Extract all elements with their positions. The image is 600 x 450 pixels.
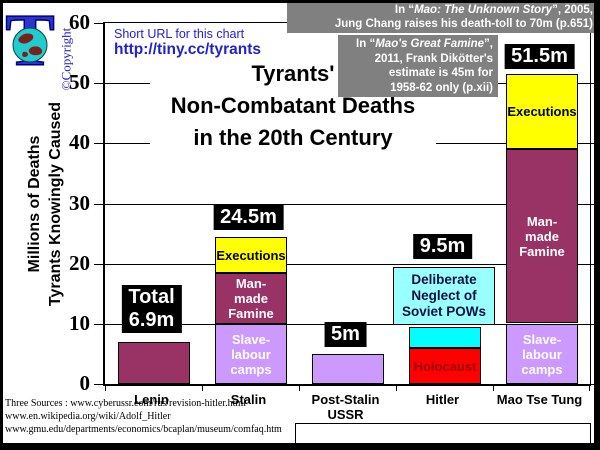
bar-segment-holocaust: Holocaust	[409, 348, 481, 384]
x-axis-tick	[105, 384, 106, 391]
x-axis-label-line: Mao Tse Tung	[496, 392, 583, 407]
bar-segment-executions: Executions	[506, 74, 578, 149]
bar-segment-man-made-famine: Man-made Famine	[215, 273, 287, 324]
y-axis-tick-label: 0	[79, 371, 91, 395]
x-axis-label-line: Post-Stalin	[311, 392, 380, 407]
value-label-lenin: Total 6.9m	[121, 285, 182, 333]
segment-label-line: made	[525, 228, 559, 244]
dikotter-annotation: In “Mao's Great Famine”, 2011, Frank Dikö…	[338, 35, 498, 97]
gridline	[105, 204, 590, 205]
source-line1: Three Sources : www.cyberussr.com/rus/re…	[5, 398, 246, 409]
y-axis-tick-label: 50	[69, 70, 90, 94]
value-label-line: 6.9m	[128, 309, 175, 331]
chart-title-line3: in the 20th Century	[193, 125, 393, 150]
segment-label-line: Famine	[228, 306, 274, 321]
value-label-line: 9.5m	[419, 235, 466, 257]
x-axis-label-mao-tse-tung: Mao Tse Tung	[491, 392, 588, 407]
y-axis-tick	[94, 23, 104, 24]
x-axis-label-post-stalin-ussr: Post-Stalin USSR	[297, 392, 394, 422]
bar-segment-slave-labour-camps: Slave-labour camps	[215, 324, 287, 384]
value-label-mao-tse-tung: 51.5m	[504, 44, 575, 69]
chart-title-line1: Tyrants'	[251, 61, 335, 86]
y-axis-tick	[94, 204, 104, 205]
y-axis-tick	[591, 264, 597, 265]
chang-annotation: In “Mao: The Unknown Story”, 2005, Jung C…	[287, 2, 598, 33]
x-axis-label-stalin: Stalin	[200, 392, 297, 407]
y-axis-tick	[591, 83, 597, 84]
y-axis-tick	[591, 204, 597, 205]
segment-label-line: Man-	[235, 276, 267, 291]
value-label-line: Total	[128, 286, 175, 308]
source-line3: www.gmu.edu/departments/economics/bcapla…	[5, 424, 282, 435]
segment-label-line: camps	[521, 361, 563, 377]
segment-label-line: camps	[230, 361, 272, 377]
gridline	[105, 264, 590, 265]
sources-text: Three Sources : www.cyberussr.com/rus/re…	[5, 397, 282, 436]
x-axis-label-line: USSR	[327, 407, 364, 422]
pow-neglect-label: Deliberate Neglect of Soviet POWs	[393, 267, 495, 325]
segment-label-line: Executions	[216, 247, 286, 263]
value-label-stalin: 24.5m	[213, 205, 284, 230]
value-label-hitler: 9.5m	[412, 234, 473, 259]
x-axis-tick	[396, 384, 397, 391]
bar-segment-man-made-famine: Man-made Famine	[506, 149, 578, 323]
segment-label-line: Man-	[526, 213, 558, 229]
bar-segment-slave-labour-camps: Slave-labour camps	[506, 324, 578, 384]
prepared-note: Chart prepared in early 2005; updated in…	[295, 423, 600, 450]
x-axis-label-line: Lenin	[134, 392, 169, 407]
y-axis-tick	[94, 143, 104, 144]
segment-label-line: Famine	[519, 243, 565, 259]
x-axis-label-line: Hitler	[425, 392, 460, 407]
y-axis-tick	[94, 324, 104, 325]
x-axis-label-lenin: Lenin	[103, 392, 200, 407]
segment-label-line: Executions	[507, 104, 577, 119]
x-axis-tick	[202, 384, 203, 391]
y-axis-tick-label: 40	[69, 130, 90, 154]
value-label-post-stalin-ussr: 5m	[324, 322, 367, 347]
value-label-line: 51.5m	[511, 45, 568, 67]
y-axis-tick-label: 30	[69, 191, 90, 215]
y-axis-tick-label: 10	[69, 311, 90, 335]
value-label-line: 24.5m	[220, 206, 277, 228]
y-axis-tick	[591, 324, 597, 325]
y-axis-tick	[591, 143, 597, 144]
y-axis-tick	[94, 264, 104, 265]
t-globe-icon: T	[5, 0, 56, 83]
copyright-logo: T	[5, 0, 57, 85]
plot-area: Slave-labour camps Man-made Famine Execution…	[94, 22, 597, 391]
segment-label-line: labour	[231, 346, 271, 362]
x-axis-tick	[589, 384, 590, 391]
y-axis-tick-label: 60	[69, 10, 90, 34]
x-axis-tick	[493, 384, 494, 391]
value-label-line: 5m	[331, 323, 360, 345]
bar-segment-total	[118, 342, 190, 384]
segment-label-line: Slave-	[522, 331, 562, 347]
pow-neglect-line3: Soviet POWs	[401, 304, 487, 319]
segment-label-line: Slave-	[231, 331, 271, 347]
segment-label-line: labour	[522, 346, 562, 362]
x-axis-tick	[299, 384, 300, 391]
bar-segment-deliberate-neglect-of-soviet-pows	[409, 327, 481, 348]
y-axis-tick-label: 20	[69, 251, 90, 275]
chart-title-line2: Non-Combatant Deaths	[170, 93, 416, 118]
x-axis-label-hitler: Hitler	[394, 392, 491, 407]
y-axis-tick	[94, 384, 104, 385]
prepared-note-text: Chart prepared in early 2005; updated in…	[309, 443, 600, 450]
bar-segment-executions: Executions	[215, 237, 287, 273]
short-url-caption: Short URL for this chart	[114, 27, 245, 41]
pow-neglect-line2: Neglect of	[411, 288, 477, 303]
short-url-note: Short URL for this chart http://tiny.cc/…	[114, 27, 264, 60]
source-line2: www.en.wikipedia.org/wiki/Adolf_Hitler	[5, 411, 171, 422]
y-axis-tick	[94, 83, 104, 84]
segment-label-line: Holocaust	[413, 358, 477, 374]
short-url-link[interactable]: http://tiny.cc/tyrants	[114, 41, 261, 58]
segment-label-line: made	[234, 291, 268, 306]
x-axis-label-line: Stalin	[230, 392, 267, 407]
y-axis-tick	[591, 384, 597, 385]
bar-segment-slave-labour-camps	[312, 354, 384, 384]
pow-neglect-line1: Deliberate	[411, 272, 477, 287]
